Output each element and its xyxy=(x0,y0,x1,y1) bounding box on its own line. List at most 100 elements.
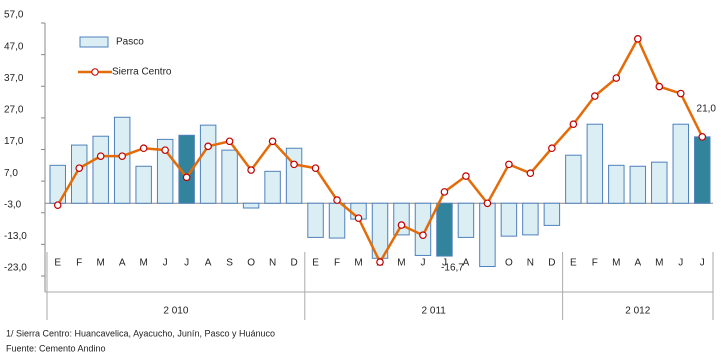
marker xyxy=(376,258,384,266)
bar xyxy=(393,202,410,236)
marker xyxy=(548,144,556,153)
y-tick-label: -13,0 xyxy=(4,231,27,242)
x-tick-label: M xyxy=(97,258,105,269)
bar xyxy=(522,202,539,236)
legend-label: Sierra Centro xyxy=(112,67,172,78)
x-tick-label: F xyxy=(334,258,340,269)
bar xyxy=(543,202,561,226)
bar xyxy=(92,135,109,204)
bar xyxy=(199,124,217,204)
bar xyxy=(565,154,582,204)
y-tick-label: -23,0 xyxy=(4,263,27,274)
bar xyxy=(70,144,88,204)
bar xyxy=(436,202,453,257)
legend-swatch xyxy=(79,36,109,48)
x-tick-label: D xyxy=(548,258,555,269)
x-tick-label: A xyxy=(463,258,470,269)
bar xyxy=(328,202,346,239)
bar xyxy=(479,202,496,268)
x-tick-label: E xyxy=(54,258,61,269)
y-tick-label: 37,0 xyxy=(4,73,24,84)
x-tick-label: A xyxy=(119,258,126,269)
y-tick-label: 17,0 xyxy=(4,136,24,147)
bar xyxy=(135,165,152,204)
group-label: 2 012 xyxy=(625,306,650,317)
data-label: -16,7 xyxy=(441,263,464,274)
x-tick-label: N xyxy=(269,258,276,269)
marker xyxy=(591,92,599,100)
x-tick-label: M xyxy=(397,258,405,269)
bar xyxy=(307,202,324,238)
legend-label: Pasco xyxy=(116,37,144,48)
x-tick-label: M xyxy=(612,258,620,269)
footnote: 1/ Sierra Centro: Huancavelica, Ayacucho… xyxy=(6,328,275,338)
marker xyxy=(118,152,126,160)
bar xyxy=(285,147,303,204)
x-tick-label: O xyxy=(505,258,513,269)
marker xyxy=(505,160,513,169)
x-tick-label: F xyxy=(592,258,598,269)
x-tick-label: A xyxy=(634,258,641,269)
bar xyxy=(586,123,604,204)
x-tick-label: N xyxy=(527,258,534,269)
group-label: 2 010 xyxy=(163,306,188,317)
x-tick-label: J xyxy=(678,258,683,269)
x-tick-label: J xyxy=(420,258,425,269)
marker xyxy=(354,214,363,222)
bar xyxy=(113,116,131,204)
marker xyxy=(75,164,84,172)
marker xyxy=(290,160,298,169)
bar xyxy=(651,161,668,204)
marker xyxy=(569,120,578,129)
marker xyxy=(698,133,707,141)
group-label: 2 011 xyxy=(422,306,447,317)
marker xyxy=(247,166,255,174)
footnote: Fuente: Cemento Andino xyxy=(6,343,106,353)
x-tick-label: E xyxy=(570,258,577,269)
bar xyxy=(608,164,625,204)
x-tick-label: S xyxy=(226,258,233,269)
bar xyxy=(694,136,711,204)
marker xyxy=(139,144,148,153)
marker xyxy=(462,172,470,180)
marker xyxy=(440,188,449,196)
x-tick-label: O xyxy=(247,258,255,269)
marker xyxy=(182,173,191,182)
marker xyxy=(96,152,105,160)
x-tick-label: F xyxy=(76,258,82,269)
legend-marker xyxy=(91,68,99,76)
x-tick-label: J xyxy=(442,258,447,269)
marker xyxy=(526,169,535,178)
x-tick-label: J xyxy=(700,258,705,269)
marker xyxy=(419,231,427,240)
bar xyxy=(264,170,281,204)
x-tick-label: M xyxy=(354,258,362,269)
marker xyxy=(268,137,277,146)
marker xyxy=(483,199,492,208)
y-tick-label: 7,0 xyxy=(4,168,18,179)
bar xyxy=(629,165,647,204)
x-tick-label: M xyxy=(655,258,663,269)
y-tick-label: 27,0 xyxy=(4,105,24,116)
y-tick-label: -3,0 xyxy=(4,199,22,210)
y-tick-label: 57,0 xyxy=(4,10,24,21)
x-tick-label: A xyxy=(205,258,212,269)
bar xyxy=(242,202,260,209)
marker xyxy=(634,35,642,43)
y-tick-label: 47,0 xyxy=(4,41,24,52)
marker xyxy=(225,137,234,146)
marker xyxy=(397,221,406,229)
bar xyxy=(500,202,518,237)
x-tick-label: J xyxy=(163,258,168,269)
bar xyxy=(414,202,432,256)
x-tick-label: D xyxy=(290,258,297,269)
bar xyxy=(221,149,238,204)
x-tick-label: J xyxy=(184,258,189,269)
bar xyxy=(672,123,690,204)
marker xyxy=(161,146,169,154)
marker xyxy=(655,82,664,91)
marker xyxy=(311,164,320,172)
marker xyxy=(204,142,212,151)
data-label: 21,0 xyxy=(697,103,717,114)
